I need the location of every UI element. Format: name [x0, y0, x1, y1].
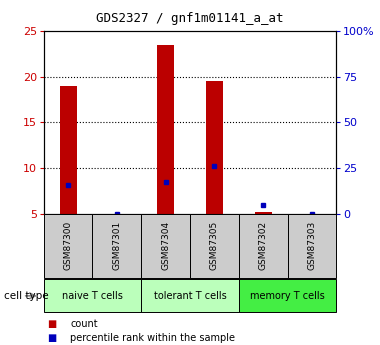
- Bar: [288, 214, 336, 278]
- Text: GSM87302: GSM87302: [259, 221, 268, 270]
- Text: GSM87301: GSM87301: [112, 221, 121, 270]
- Text: GDS2327 / gnf1m01141_a_at: GDS2327 / gnf1m01141_a_at: [96, 12, 284, 25]
- Bar: [141, 279, 239, 312]
- Bar: [206, 81, 223, 214]
- Text: GSM87305: GSM87305: [210, 221, 219, 270]
- Bar: [239, 279, 336, 312]
- Bar: [92, 214, 141, 278]
- Text: memory T cells: memory T cells: [250, 291, 325, 301]
- Text: tolerant T cells: tolerant T cells: [154, 291, 226, 301]
- Text: cell type: cell type: [4, 291, 48, 301]
- Bar: [239, 214, 288, 278]
- Bar: [44, 279, 141, 312]
- Text: naive T cells: naive T cells: [62, 291, 123, 301]
- Bar: [44, 214, 92, 278]
- Bar: [157, 45, 174, 214]
- Text: ■: ■: [48, 319, 57, 329]
- Text: ■: ■: [48, 334, 57, 343]
- Bar: [141, 214, 190, 278]
- Text: GSM87303: GSM87303: [307, 221, 317, 270]
- Text: GSM87300: GSM87300: [63, 221, 73, 270]
- Bar: [190, 214, 239, 278]
- Bar: [255, 212, 272, 214]
- Text: count: count: [70, 319, 98, 329]
- Text: percentile rank within the sample: percentile rank within the sample: [70, 334, 235, 343]
- Text: GSM87304: GSM87304: [161, 221, 170, 270]
- Bar: [60, 86, 77, 214]
